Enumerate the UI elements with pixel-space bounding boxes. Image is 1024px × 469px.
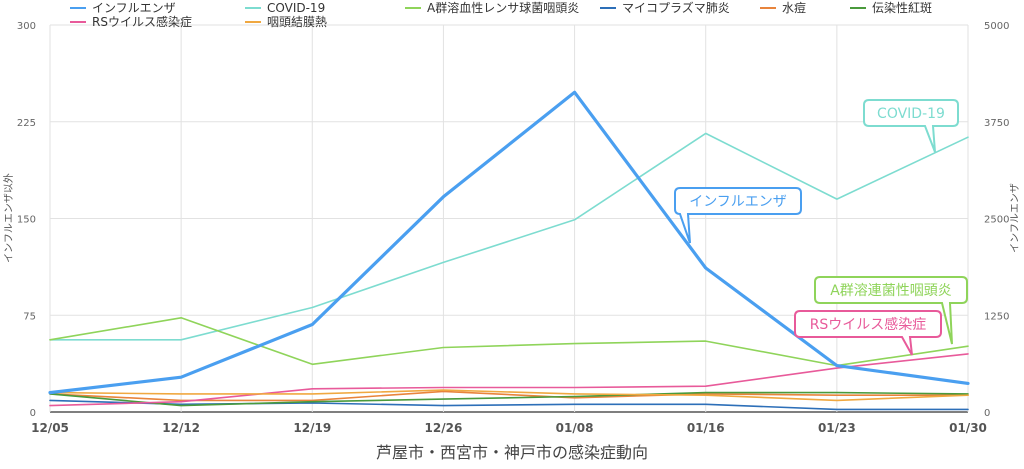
callout-box	[814, 276, 968, 345]
y-tick-right: 0	[984, 408, 990, 419]
legend-label: マイコプラズマ肺炎	[622, 0, 730, 15]
series-line	[49, 399, 969, 411]
axes: 0 0 75 1250 150 2500 225 3750 300 5000 12/05 12/12 1…	[17, 21, 1010, 435]
y-tick-left: 0	[30, 408, 36, 419]
x-tick-label: 01/23	[818, 421, 856, 435]
legend-label: A群溶血性レンサ球菌咽頭炎	[427, 0, 579, 15]
y-tick-right: 1250	[984, 311, 1009, 322]
callout-label: インフルエンザ	[689, 194, 787, 210]
x-tick-label: 01/08	[556, 421, 594, 435]
legend: インフルエンザ COVID-19 A群溶血性レンサ球菌咽頭炎 マイコプラズマ肺炎 水痘 伝…	[70, 0, 932, 29]
x-tick-label: 01/30	[949, 421, 987, 435]
legend-label: 伝染性紅斑	[872, 0, 932, 15]
y-tick-left: 75	[23, 311, 36, 322]
series-line	[49, 389, 969, 402]
series-line	[49, 390, 969, 402]
y-tick-right: 2500	[984, 215, 1009, 226]
x-tick-label: 12/26	[425, 421, 463, 435]
callout: インフルエンザ	[674, 187, 802, 244]
series-line	[49, 316, 969, 367]
chart-title: 芦屋市・西宮市・神戸市の感染症動向	[376, 443, 648, 462]
x-tick-label: 12/05	[31, 421, 69, 435]
x-tick-label: 12/19	[293, 421, 331, 435]
legend-label: RSウイルス感染症	[92, 14, 192, 29]
callout-label: RSウイルス感染症	[810, 316, 927, 333]
y-tick-right: 5000	[984, 21, 1009, 32]
callouts: COVID-19 インフルエンザ A群溶連菌性咽頭炎 RSウイルス感染症	[674, 99, 968, 356]
legend-label: 水痘	[782, 0, 806, 15]
series-line	[49, 391, 969, 407]
callout-label: A群溶連菌性咽頭炎	[830, 283, 952, 299]
y-tick-left: 300	[17, 21, 36, 32]
legend-label: COVID-19	[267, 1, 325, 15]
callout: A群溶連菌性咽頭炎	[814, 276, 968, 345]
grid	[49, 24, 969, 413]
x-tick-label: 12/12	[162, 421, 200, 435]
callout-box	[863, 99, 959, 153]
y-tick-right: 3750	[984, 118, 1009, 129]
callout-label: COVID-19	[877, 106, 945, 122]
callout: RSウイルス感染症	[794, 310, 942, 356]
y-axis-right-label: インフルエンザ	[1009, 183, 1021, 253]
legend-label: インフルエンザ	[92, 1, 176, 15]
legend-label: 咽頭結膜熱	[267, 15, 327, 29]
series-line	[49, 132, 969, 341]
y-axis-left-label: インフルエンザ以外	[3, 173, 15, 263]
y-tick-left: 225	[17, 118, 36, 129]
callout: COVID-19	[863, 99, 959, 153]
series-group	[48, 90, 970, 411]
x-tick-label: 01/16	[687, 421, 725, 435]
callout-box	[674, 187, 802, 244]
y-tick-left: 150	[17, 215, 36, 226]
callout-box	[794, 310, 942, 356]
series-line	[48, 90, 970, 395]
series-line	[49, 353, 969, 407]
